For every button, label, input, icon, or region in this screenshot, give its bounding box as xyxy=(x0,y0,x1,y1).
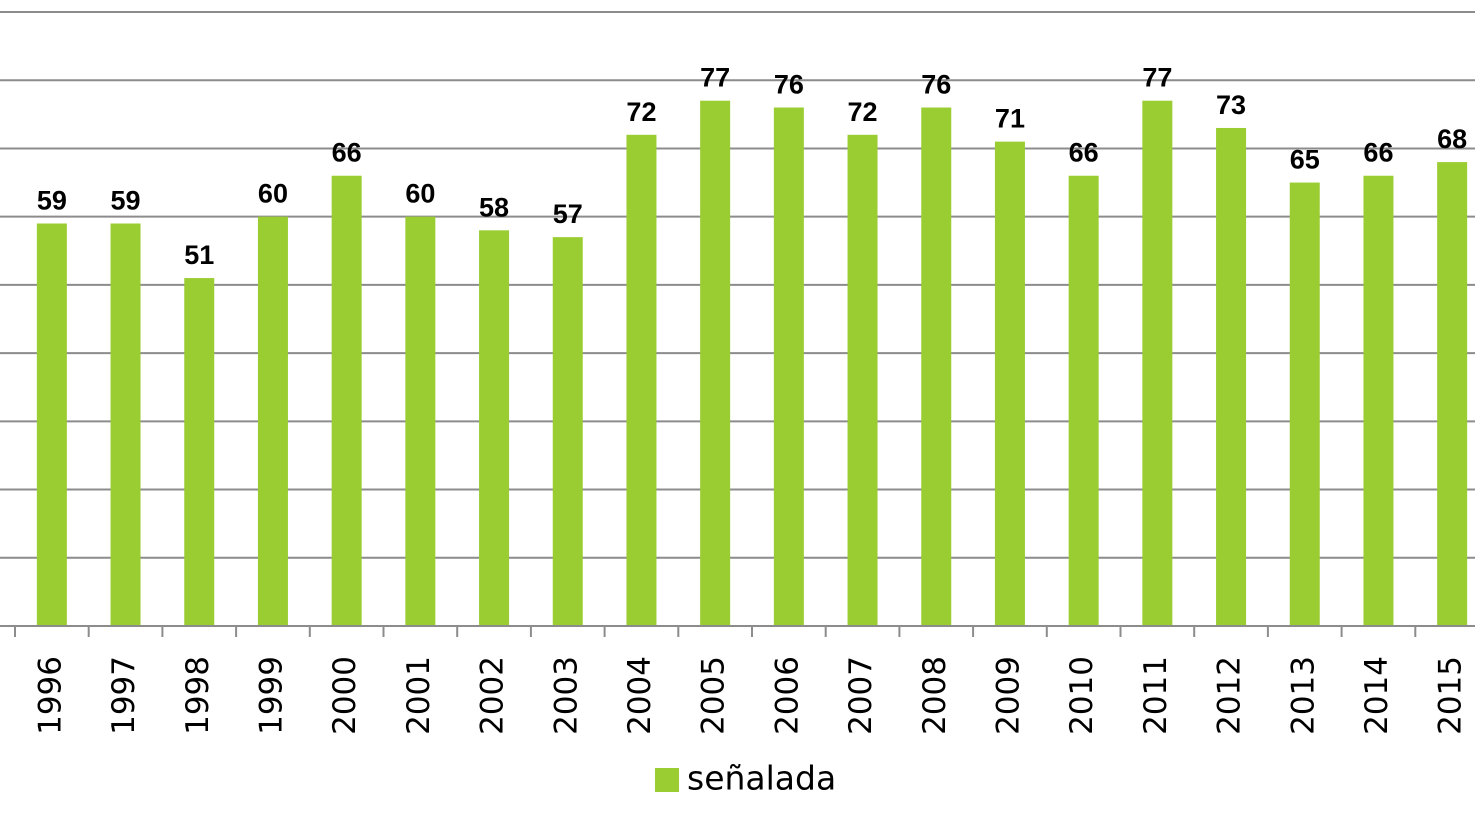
bar xyxy=(110,223,141,626)
bar xyxy=(1142,100,1173,626)
bar xyxy=(331,175,362,626)
bar xyxy=(184,278,215,626)
x-tick-label: 1998 xyxy=(180,656,216,735)
x-tick-label: 2001 xyxy=(401,656,437,735)
data-label: 65 xyxy=(1290,145,1320,175)
bar xyxy=(921,107,952,626)
legend-label: señalada xyxy=(687,759,836,798)
data-label: 72 xyxy=(848,97,878,127)
x-tick-label: 2012 xyxy=(1212,656,1248,735)
data-label: 76 xyxy=(921,70,951,100)
data-label: 77 xyxy=(1142,63,1172,93)
bar xyxy=(1216,127,1247,626)
data-label: 68 xyxy=(1437,124,1467,154)
data-label: 57 xyxy=(553,199,583,229)
x-tick-label: 2007 xyxy=(843,656,879,735)
data-label: 72 xyxy=(626,97,656,127)
x-tick-label: 2008 xyxy=(917,656,953,735)
bar xyxy=(552,237,583,626)
data-label: 51 xyxy=(184,240,214,270)
x-tick-label: 2005 xyxy=(696,656,732,735)
x-tick-label: 1997 xyxy=(106,656,142,735)
bar xyxy=(257,216,288,626)
x-tick-label: 2015 xyxy=(1433,656,1469,735)
x-tick-label: 2010 xyxy=(1064,656,1100,735)
data-label: 73 xyxy=(1216,90,1246,120)
data-label: 60 xyxy=(258,179,288,209)
data-label: 66 xyxy=(332,138,362,168)
data-label: 66 xyxy=(1363,138,1393,168)
bar xyxy=(1289,182,1320,627)
x-tick-label: 2011 xyxy=(1138,656,1174,735)
x-tick-label: 2002 xyxy=(475,656,511,735)
x-tick-label: 2013 xyxy=(1285,656,1321,735)
data-label: 76 xyxy=(774,70,804,100)
bar xyxy=(700,100,731,626)
data-label: 66 xyxy=(1069,138,1099,168)
data-label: 58 xyxy=(479,192,509,222)
data-label: 71 xyxy=(995,104,1025,134)
bar xyxy=(994,141,1025,626)
bar xyxy=(773,107,804,626)
bar xyxy=(847,134,878,627)
bar xyxy=(405,216,436,626)
data-label: 77 xyxy=(700,63,730,93)
x-tick-label: 1996 xyxy=(32,656,68,735)
bar xyxy=(36,223,67,626)
x-tick-label: 2004 xyxy=(622,656,658,735)
data-label: 59 xyxy=(37,185,67,215)
legend-swatch xyxy=(655,768,679,792)
x-tick-label: 2014 xyxy=(1359,656,1395,735)
x-tick-label: 2009 xyxy=(990,656,1026,735)
bar xyxy=(1437,162,1468,627)
bar xyxy=(479,230,510,627)
bar xyxy=(1068,175,1099,626)
data-label: 59 xyxy=(111,185,141,215)
bar xyxy=(1363,175,1394,626)
x-tick-label: 2006 xyxy=(769,656,805,735)
x-tick-label: 2000 xyxy=(327,656,363,735)
x-tick-label: 2003 xyxy=(548,656,584,735)
bar xyxy=(626,134,657,627)
data-label: 60 xyxy=(405,179,435,209)
x-tick-label: 1999 xyxy=(253,656,289,735)
